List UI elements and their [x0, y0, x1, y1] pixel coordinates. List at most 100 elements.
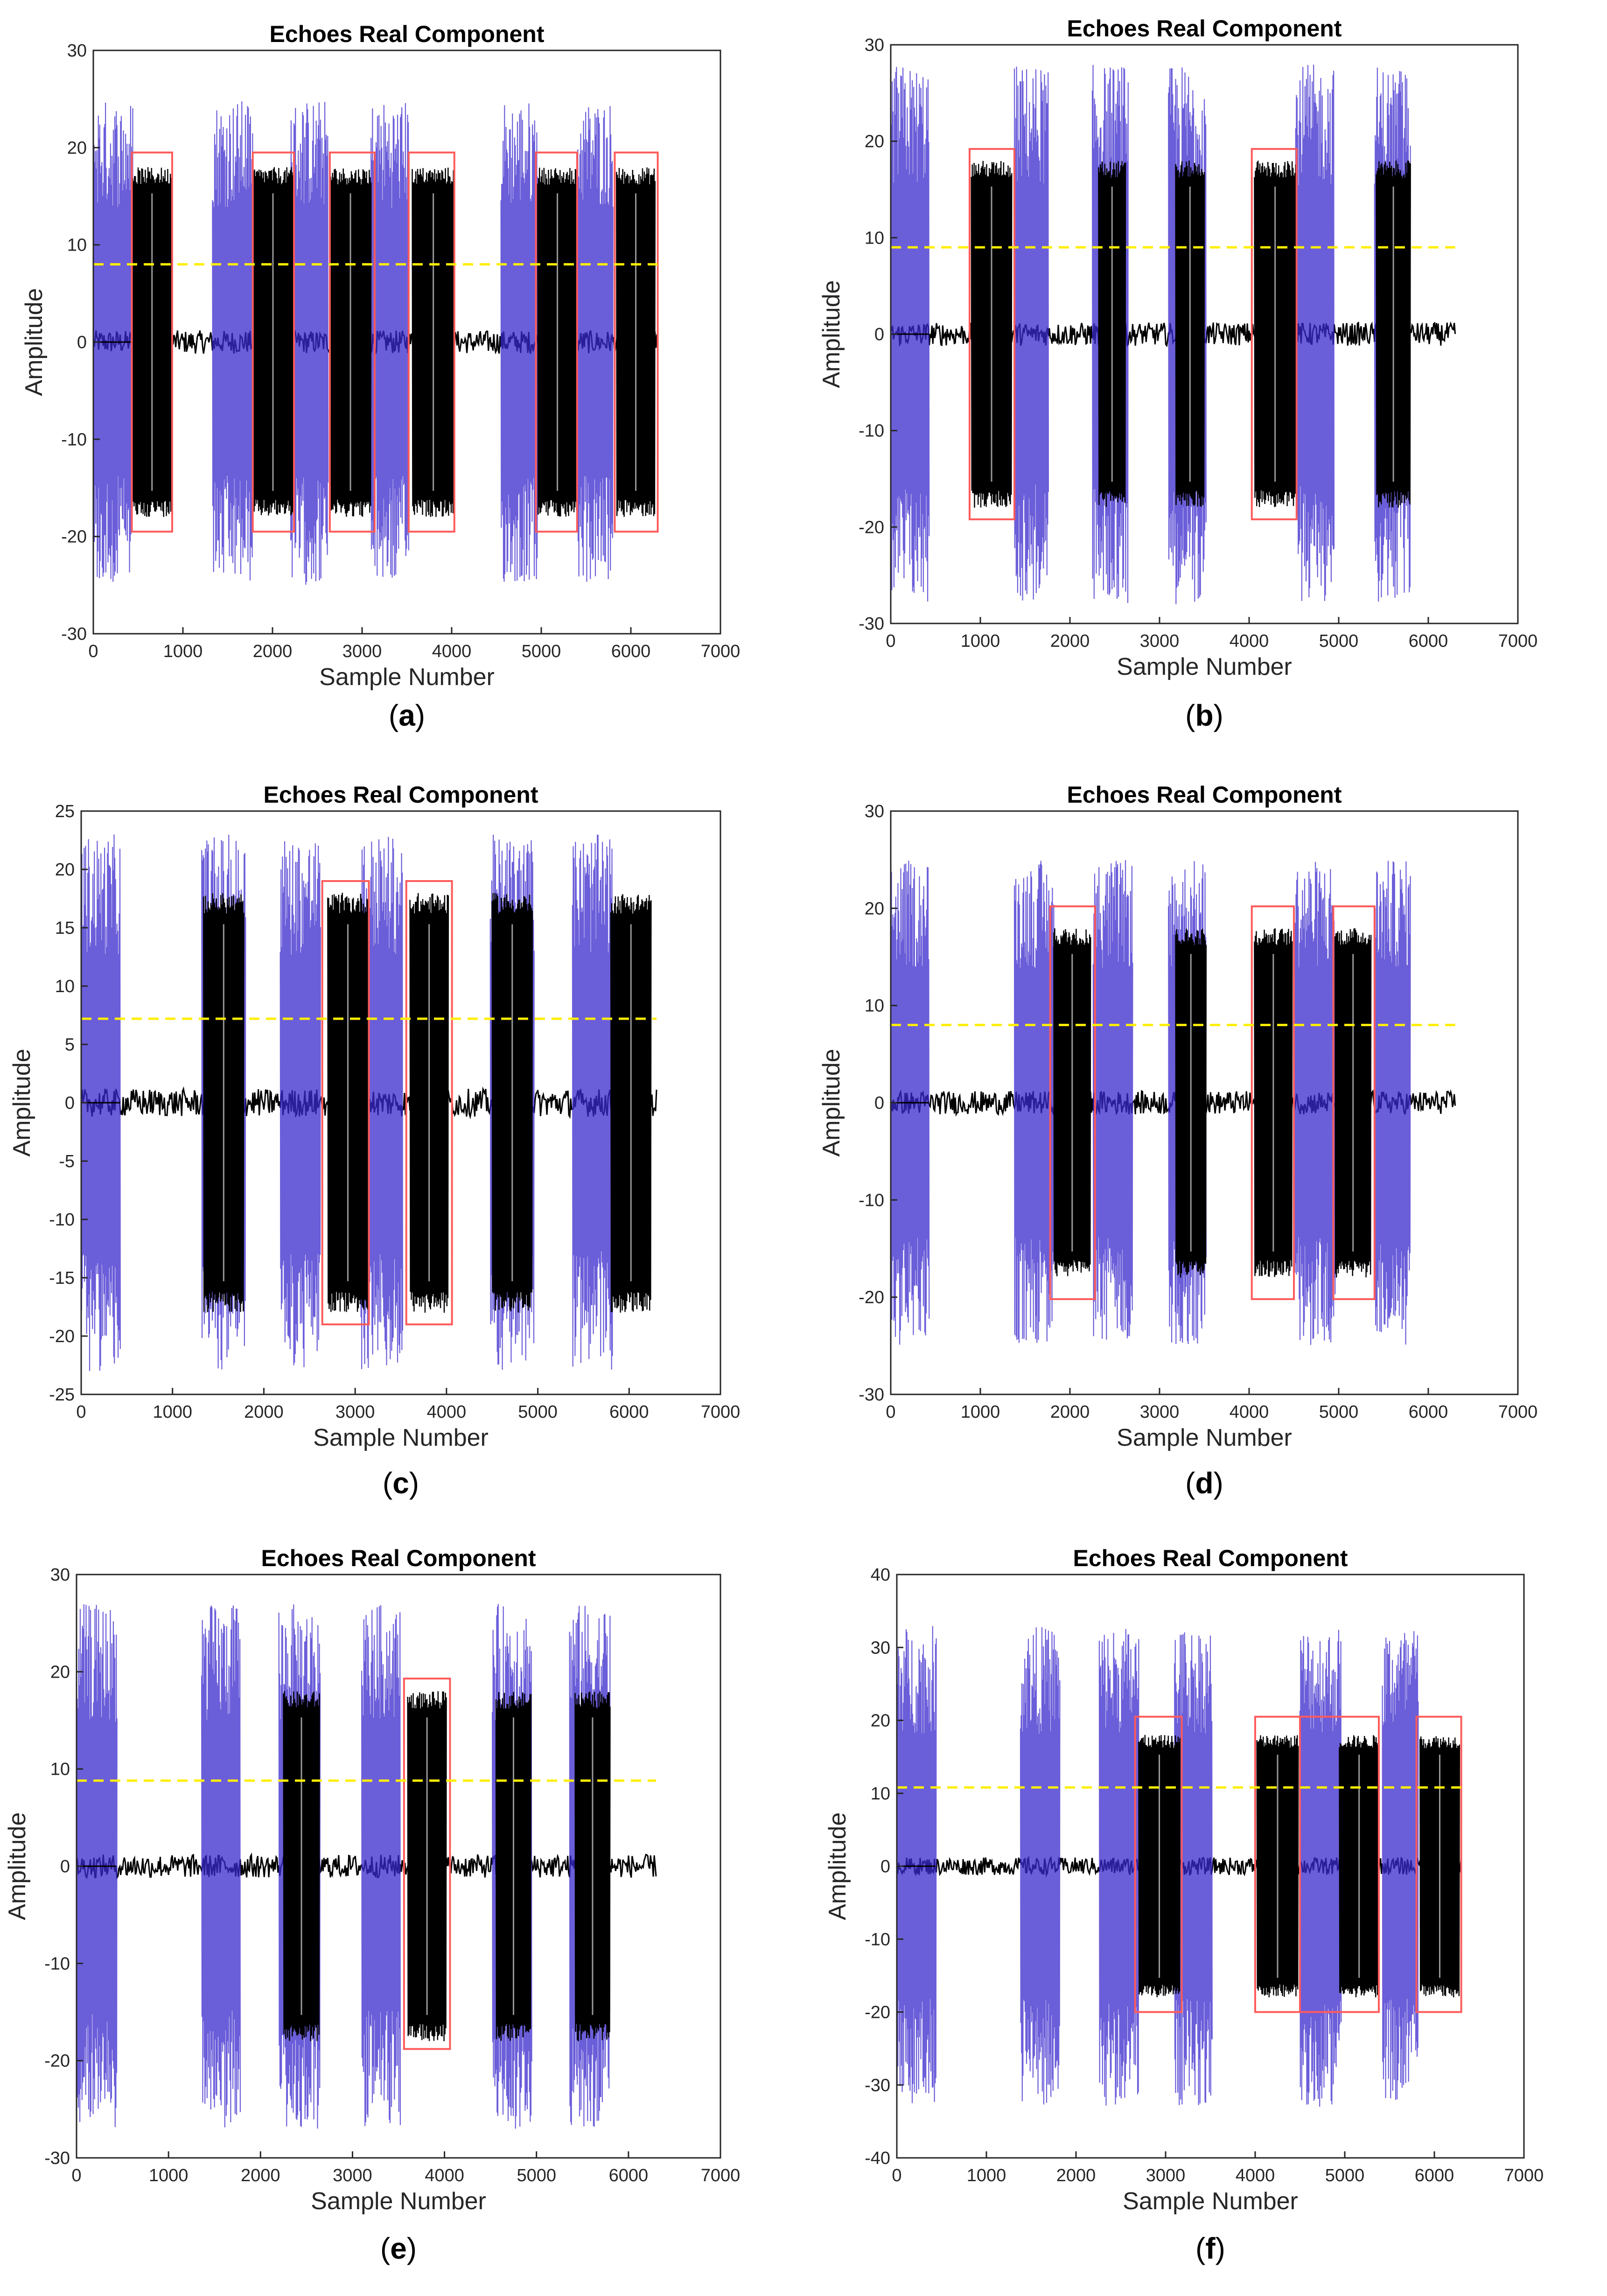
filtered-echo-burst-3: [329, 168, 372, 517]
x-tick-label: 1000: [153, 1402, 192, 1422]
chart-title: Echoes Real Component: [270, 21, 545, 47]
y-tick-label: 30: [871, 1638, 890, 1658]
x-tick-label: 2000: [241, 2166, 280, 2185]
detection-box-1: [1049, 905, 1096, 1300]
x-axis-label: Sample Number: [1117, 653, 1292, 680]
chart-panel-c: 0 1000 2000 3000 4000 5000 6000 7000 -25 -20 -15 -1…: [8, 782, 740, 1500]
detection-box-2: [252, 151, 295, 533]
filtered-echo-burst-1: [1138, 1735, 1181, 1997]
filtered-echo-burst-2: [407, 1691, 447, 2042]
y-tick-label: 5: [65, 1035, 75, 1055]
plot-area: [77, 1604, 657, 2129]
raw-echo-burst-1: [93, 102, 133, 582]
y-tick-label: 0: [65, 1093, 75, 1113]
detection-box-2: [1251, 905, 1295, 1300]
panel-caption-letter: a: [398, 699, 415, 732]
y-tick-label: -5: [59, 1152, 75, 1171]
filtered-echo-burst-4: [491, 893, 533, 1313]
detection-box-2: [405, 880, 453, 1325]
y-tick-label: -10: [61, 430, 87, 449]
x-tick-label: 3000: [1140, 1402, 1180, 1422]
filtered-echo-burst-1: [203, 893, 245, 1312]
filtered-echo-burst-2: [252, 167, 294, 516]
raw-echo-burst-3: [279, 841, 321, 1367]
y-tick-label: 20: [865, 899, 884, 918]
panel-caption: (e): [380, 2232, 417, 2265]
filtered-echo-burst-3: [409, 893, 449, 1313]
x-tick-label: 0: [71, 2166, 81, 2185]
x-tick-label: 6000: [609, 2166, 649, 2185]
detection-box-1: [321, 880, 370, 1325]
raw-echo-burst-2: [1013, 66, 1049, 601]
x-axis-label: Sample Number: [319, 664, 495, 691]
x-tick-label: 3000: [333, 2166, 372, 2185]
filtered-echo-burst-6: [616, 167, 656, 517]
panel-caption: (c): [383, 1466, 419, 1500]
y-tick-label: 25: [55, 802, 75, 821]
x-tick-label: 6000: [1409, 1402, 1448, 1422]
y-axis-label: Amplitude: [4, 1812, 31, 1920]
y-tick-label: 20: [55, 860, 75, 880]
filtered-echo-burst-1: [131, 167, 173, 517]
filtered-echo-burst-4: [1254, 161, 1297, 507]
filtered-echo-burst-4: [1419, 1736, 1460, 1998]
x-tick-label: 6000: [609, 1402, 649, 1422]
y-tick-label: 30: [50, 1565, 70, 1585]
x-tick-label: 1000: [149, 2166, 189, 2185]
y-tick-label: -20: [859, 1288, 884, 1308]
filtered-echo-burst-1: [283, 1691, 320, 2041]
y-axis-label: Amplitude: [818, 280, 845, 388]
plot-area: [891, 64, 1456, 604]
x-tick-label: 5000: [1319, 1402, 1359, 1422]
panel-caption-letter: b: [1195, 699, 1213, 732]
y-tick-label: -20: [44, 2051, 70, 2071]
raw-echo-burst-5: [1295, 64, 1335, 601]
detection-box-1: [131, 151, 173, 533]
chart-panel-b: 0 1000 2000 3000 4000 5000 6000 7000 -30 -20 -10 0 1…: [818, 15, 1537, 732]
filtered-echo-burst-4: [1335, 928, 1372, 1278]
y-tick-label: -25: [49, 1385, 75, 1405]
detection-box-4: [407, 151, 455, 533]
x-tick-label: 4000: [427, 1402, 467, 1422]
x-tick-label: 3000: [335, 1402, 375, 1422]
x-tick-label: 7000: [1498, 1402, 1538, 1422]
panel-caption: (a): [389, 699, 425, 732]
y-tick-label: 0: [60, 1857, 70, 1876]
y-axis-label: Amplitude: [818, 1049, 845, 1156]
x-tick-label: 3000: [342, 642, 382, 661]
raw-echo-burst-2: [1013, 861, 1055, 1343]
x-tick-label: 5000: [517, 2166, 556, 2185]
x-tick-label: 7000: [1498, 631, 1538, 651]
raw-echo-burst-3: [1098, 1629, 1139, 2106]
y-tick-label: 10: [865, 996, 884, 1016]
panel-caption: (d): [1185, 1466, 1223, 1500]
y-tick-label: 30: [865, 802, 884, 821]
y-tick-label: -10: [865, 1930, 890, 1949]
raw-echo-burst-1: [891, 861, 930, 1345]
raw-echo-burst-1: [81, 834, 121, 1371]
plot-area: [897, 1626, 1462, 2107]
x-axis-label: Sample Number: [1117, 1424, 1292, 1451]
y-tick-label: 0: [874, 1093, 884, 1113]
plot-area: [93, 101, 659, 585]
y-tick-label: 10: [865, 228, 884, 248]
raw-echo-burst-4: [361, 1605, 401, 2126]
x-tick-label: 4000: [1230, 1402, 1269, 1422]
x-tick-label: 7000: [701, 2166, 741, 2185]
filtered-echo-burst-3: [1175, 161, 1205, 507]
panel-caption: (f): [1195, 2232, 1225, 2265]
y-tick-label: -30: [859, 1385, 884, 1405]
x-tick-label: 5000: [1325, 2166, 1365, 2185]
detection-box-1: [403, 1677, 451, 2050]
chart-title: Echoes Real Component: [1067, 782, 1342, 808]
y-tick-label: 20: [50, 1662, 70, 1682]
panel-caption-letter: c: [392, 1466, 409, 1500]
x-tick-label: 0: [892, 2166, 901, 2185]
y-tick-label: -10: [49, 1210, 75, 1230]
detection-box-5: [535, 151, 578, 533]
raw-echo-burst-5: [500, 103, 538, 582]
x-tick-label: 4000: [1236, 2166, 1275, 2185]
y-tick-label: -20: [61, 527, 87, 547]
x-axis-label: Sample Number: [311, 2188, 486, 2215]
